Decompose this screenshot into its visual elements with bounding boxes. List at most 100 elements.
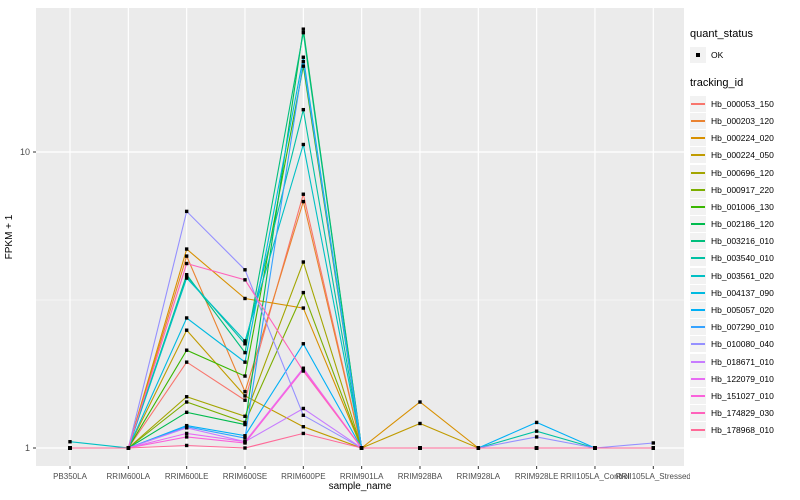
x-tick-label: RRIM600PE — [281, 472, 325, 481]
legend-item-Hb_000696_120: Hb_000696_120 — [690, 164, 800, 181]
data-point — [184, 247, 189, 251]
series-label: Hb_003540_010 — [711, 253, 774, 264]
series-key-box — [690, 387, 706, 404]
data-point — [184, 431, 189, 436]
series-key-box — [690, 164, 706, 181]
series-key-box — [690, 319, 706, 336]
x-tick-label: RRII105LA_Stressed — [616, 472, 690, 481]
data-point — [243, 374, 247, 378]
series-key-box — [690, 250, 706, 267]
data-point — [534, 435, 539, 439]
data-point — [301, 406, 306, 411]
series-color-line-icon — [691, 309, 705, 312]
legend-item-Hb_151027_010: Hb_151027_010 — [690, 387, 800, 404]
series-color-line-icon — [691, 429, 705, 432]
series-key-box — [690, 405, 706, 422]
data-point — [184, 443, 189, 448]
legend-tracking-id: tracking_id Hb_000053_150 Hb_000203_120 Hb… — [690, 77, 800, 439]
series-color-line-icon — [691, 154, 705, 157]
series-color-line-icon — [691, 257, 705, 260]
series-color-line-icon — [691, 274, 705, 277]
data-point — [243, 360, 247, 364]
data-point — [301, 64, 306, 68]
data-point — [301, 260, 306, 264]
legend-item-Hb_002186_120: Hb_002186_120 — [690, 216, 800, 233]
series-color-line-icon — [691, 119, 705, 122]
series-key-box — [690, 353, 706, 370]
legend-item-Hb_000053_150: Hb_000053_150 — [690, 95, 800, 112]
data-point — [184, 254, 189, 258]
ok-key-box — [690, 46, 706, 63]
series-key-box — [690, 130, 706, 147]
legend-item-Hb_003540_010: Hb_003540_010 — [690, 250, 800, 267]
data-point — [68, 440, 72, 444]
data-point — [301, 142, 306, 147]
data-point — [243, 268, 247, 272]
data-point — [243, 414, 247, 418]
data-point — [301, 55, 306, 59]
series-label: Hb_000224_050 — [711, 150, 774, 161]
x-tick-label: RRIM928BA — [398, 472, 443, 481]
data-point — [243, 350, 247, 355]
legend-label-ok: OK — [711, 49, 724, 60]
series-key-box — [690, 112, 706, 129]
series-key-box — [690, 95, 706, 112]
data-point — [243, 436, 247, 440]
series-label: Hb_010080_040 — [711, 339, 774, 350]
data-point — [184, 395, 189, 399]
series-key-box — [690, 198, 706, 215]
series-label: Hb_005057_020 — [711, 305, 774, 316]
data-point — [418, 400, 422, 404]
data-point — [184, 410, 189, 415]
legend-title-tracking-id: tracking_id — [690, 77, 744, 90]
legend-quant-status: quant_status OK — [690, 28, 800, 63]
series-color-line-icon — [691, 171, 705, 174]
data-point — [301, 59, 306, 64]
series-color-line-icon — [691, 360, 705, 363]
y-tick-label: 10 — [20, 147, 30, 157]
data-point — [243, 278, 247, 282]
series-key-box — [690, 336, 706, 353]
series-label: Hb_003216_010 — [711, 236, 774, 247]
series-label: Hb_001006_130 — [711, 201, 774, 212]
series-color-line-icon — [691, 343, 705, 346]
data-point — [68, 446, 72, 450]
series-label: Hb_151027_010 — [711, 390, 774, 401]
data-point — [184, 274, 189, 279]
data-point — [476, 446, 481, 450]
series-key-box — [690, 147, 706, 164]
series-label: Hb_122079_010 — [711, 373, 774, 384]
series-color-line-icon — [691, 240, 705, 243]
data-point — [243, 441, 247, 445]
plot-panel — [36, 8, 684, 466]
data-point — [301, 306, 306, 310]
data-point — [243, 394, 247, 398]
legend-item-Hb_003561_020: Hb_003561_020 — [690, 267, 800, 284]
series-key-box — [690, 370, 706, 387]
series-color-line-icon — [691, 205, 705, 208]
data-point — [184, 426, 189, 430]
data-point — [126, 446, 131, 450]
series-label: Hb_003561_020 — [711, 270, 774, 281]
data-point — [301, 342, 306, 346]
data-point — [301, 431, 306, 436]
data-point — [593, 446, 597, 450]
series-color-line-icon — [691, 412, 705, 415]
data-point — [534, 429, 539, 433]
black-point-icon — [696, 52, 700, 57]
series-label: Hb_018671_010 — [711, 356, 774, 367]
data-point — [184, 348, 189, 352]
x-tick-label: RRIM928LE — [515, 472, 559, 481]
legend-item-Hb_018671_010: Hb_018671_010 — [690, 353, 800, 370]
legend-item-Hb_000203_120: Hb_000203_120 — [690, 112, 800, 129]
data-point — [534, 420, 539, 425]
series-label: Hb_000053_150 — [711, 98, 774, 109]
data-point — [243, 398, 247, 402]
series-label: Hb_000917_220 — [711, 184, 774, 195]
series-color-line-icon — [691, 223, 705, 226]
data-point — [301, 413, 306, 417]
series-color-line-icon — [691, 188, 705, 191]
data-point — [243, 339, 247, 343]
data-point — [184, 435, 189, 439]
series-color-line-icon — [691, 326, 705, 329]
